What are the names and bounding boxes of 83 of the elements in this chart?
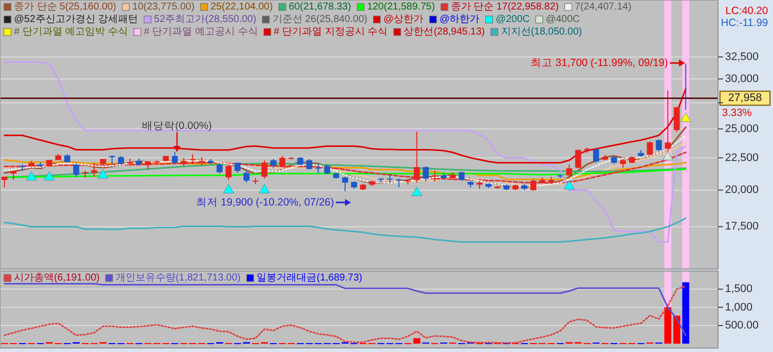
candlestick xyxy=(306,158,312,170)
y-tick-label: 20,000 xyxy=(725,184,759,196)
bar xyxy=(413,338,420,344)
y-tick-label: 1,000 xyxy=(725,301,753,314)
point xyxy=(223,184,234,194)
point xyxy=(44,171,55,181)
y-tick-label: 17,500 xyxy=(725,220,759,233)
annotation: 배당락(0.00%) xyxy=(142,120,212,132)
point xyxy=(98,169,108,179)
legend-label: # 단기과열 예고공시 수식 xyxy=(144,26,258,38)
point xyxy=(26,171,37,181)
candlestick xyxy=(279,155,286,166)
candlestick xyxy=(226,164,232,181)
candlestick xyxy=(566,164,572,178)
annotation: 최고 31,700 (-11.99%, 09/19) xyxy=(530,57,668,69)
y-tick-label: 25,000 xyxy=(725,122,759,135)
line-series xyxy=(4,286,686,344)
legend-label: 종가 단순 17(22,958.82) xyxy=(450,2,559,12)
candlestick xyxy=(646,140,653,156)
legend-label: # 단기과열 예고임박 수식 xyxy=(14,26,128,38)
y-tick-label: 1,500 xyxy=(725,283,753,296)
candlestick xyxy=(674,106,680,133)
candlestick xyxy=(315,163,322,174)
legend-label: 지지선(18,050.00) xyxy=(500,26,582,38)
legend-label: 10(23,775.00) xyxy=(132,2,195,12)
legend-label: @200C xyxy=(496,14,530,25)
candlestick xyxy=(73,163,80,178)
legend-label: 기준선 26(25,840.00) xyxy=(272,14,368,25)
candlestick xyxy=(414,131,420,184)
candlestick xyxy=(91,162,98,178)
candlestick xyxy=(244,170,250,184)
candlestick xyxy=(234,162,241,174)
ref-line-label: 27,958 xyxy=(728,92,762,104)
candlestick xyxy=(432,170,438,182)
candlestick xyxy=(172,151,178,164)
candlestick xyxy=(422,166,429,182)
candlestick xyxy=(664,90,671,154)
annotation: 최저 19,900 (-10.20%, 07/26) xyxy=(196,196,334,208)
candlestick xyxy=(1,176,8,188)
legend-label: 개인보유수량(1,821,713.00) xyxy=(116,272,241,284)
candlestick xyxy=(190,154,196,164)
legend-label: 일봉거래대금(1,689.73) xyxy=(256,272,362,284)
candlestick xyxy=(656,139,662,152)
text: LC:40.20 xyxy=(725,5,768,17)
point xyxy=(411,186,422,196)
candlestick xyxy=(261,160,268,180)
bar xyxy=(673,316,680,344)
legend-label: 52주최고가(28,550.00) xyxy=(154,14,256,25)
y-tick-label: 500.00 xyxy=(725,319,759,332)
y-tick-label: 22,500 xyxy=(725,152,759,164)
legend-label: 상한선(28,945.13) xyxy=(404,26,485,38)
legend-label: 25(22,104.00) xyxy=(210,2,273,12)
bar xyxy=(682,282,690,344)
point xyxy=(662,150,674,160)
candlestick xyxy=(216,162,223,174)
candlestick xyxy=(575,148,582,169)
point xyxy=(680,112,692,122)
legend-label: 시가총액(6,191.00) xyxy=(14,272,100,284)
point xyxy=(259,184,270,194)
text: 3.33% xyxy=(722,107,752,119)
candlestick xyxy=(458,171,465,182)
legend-label: # 단기과열 지정공시 수식 xyxy=(274,26,388,38)
legend-label: 7(24,407.14) xyxy=(574,2,632,12)
candlestick xyxy=(198,156,205,166)
legend-label: @하한가 xyxy=(440,14,480,25)
candlestick xyxy=(530,178,536,192)
legend-label: 종가 단순 5(25,160.00) xyxy=(14,2,116,12)
text: HC:-11.99 xyxy=(720,17,768,29)
point xyxy=(564,180,575,190)
line-series xyxy=(4,217,686,243)
y-tick-label: 30,000 xyxy=(725,72,759,85)
candlestick xyxy=(396,178,402,188)
y-tick-label: 32,500 xyxy=(725,50,759,63)
candlestick xyxy=(342,176,348,192)
legend-label: 120(21,589.75) xyxy=(367,2,435,12)
candlestick xyxy=(593,148,600,164)
legend-label: @52주신고가경신 강세패턴 xyxy=(14,14,138,25)
legend-label: @상한가 xyxy=(383,14,424,25)
line-series xyxy=(4,282,686,336)
bar xyxy=(664,307,672,344)
legend-label: @400C xyxy=(546,14,580,25)
line-series xyxy=(4,88,686,164)
legend-label: 60(21,678.33) xyxy=(288,2,352,12)
